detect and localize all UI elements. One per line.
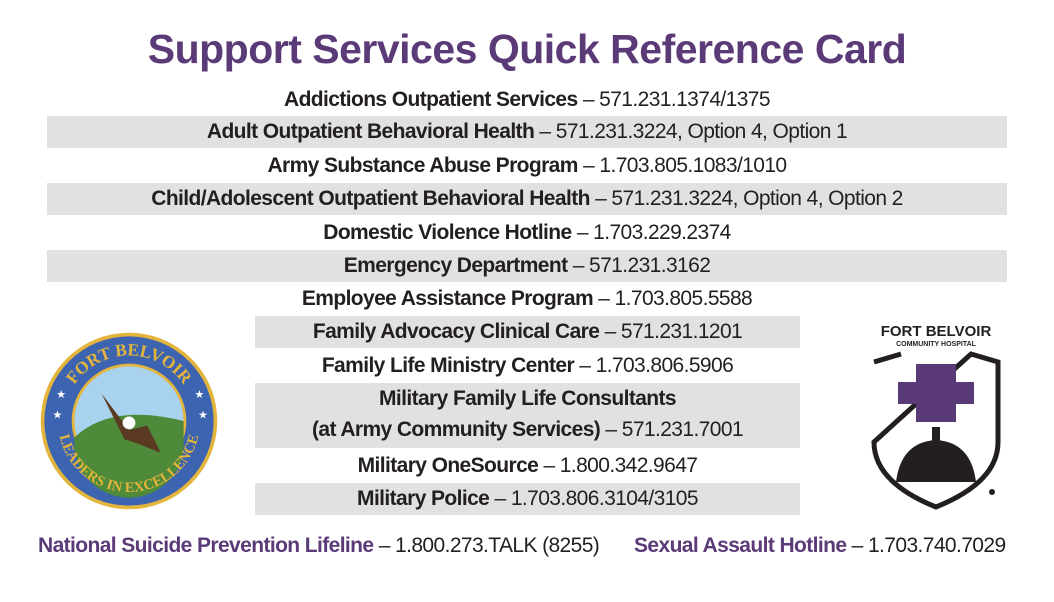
list-item: Emergency Department – 571.231.3162 bbox=[47, 250, 1007, 282]
service-name: Adult Outpatient Behavioral Health bbox=[206, 120, 535, 143]
list-item: Family Life Ministry Center – 1.703.806.… bbox=[255, 350, 800, 382]
list-item: Domestic Violence Hotline – 1.703.229.23… bbox=[47, 217, 1007, 249]
service-name: Army Substance Abuse Program bbox=[267, 154, 578, 177]
page-title: Support Services Quick Reference Card bbox=[147, 26, 907, 72]
service-phone: – 1.703.740.7029 bbox=[846, 534, 1006, 557]
service-name: Military Family Life Consultants bbox=[378, 387, 677, 410]
service-name: National Suicide Prevention Lifeline bbox=[38, 534, 374, 557]
fort-belvoir-community-hospital-logo: FORT BELVOIR COMMUNITY HOSPITAL bbox=[871, 323, 1001, 510]
service-phone: – 571.231.3224, Option 4, Option 1 bbox=[534, 120, 848, 143]
service-name: Military Police bbox=[357, 487, 490, 510]
service-phone: – 1.703.806.5906 bbox=[574, 354, 734, 377]
service-name: Sexual Assault Hotline bbox=[634, 534, 847, 557]
list-item: Employee Assistance Program – 1.703.805.… bbox=[47, 283, 1007, 315]
list-item: Army Substance Abuse Program – 1.703.805… bbox=[47, 150, 1007, 182]
svg-text:★: ★ bbox=[195, 389, 205, 401]
service-phone: – 571.231.3162 bbox=[567, 254, 711, 277]
service-name: Family Life Ministry Center bbox=[321, 354, 575, 377]
service-name: Child/Adolescent Outpatient Behavioral H… bbox=[151, 187, 590, 210]
list-item: Addictions Outpatient Services – 571.231… bbox=[47, 84, 1007, 116]
service-phone: – 1.703.229.2374 bbox=[571, 221, 731, 244]
list-item: Military OneSource – 1.800.342.9647 bbox=[255, 450, 800, 482]
service-name: Military OneSource bbox=[357, 454, 539, 477]
list-item: Child/Adolescent Outpatient Behavioral H… bbox=[47, 183, 1007, 215]
bottom-item: National Suicide Prevention Lifeline – 1… bbox=[38, 534, 600, 558]
list-item: Family Advocacy Clinical Care – 571.231.… bbox=[255, 316, 800, 348]
service-name-line2: (at Army Community Services) bbox=[312, 418, 601, 441]
service-phone: – 571.231.1201 bbox=[599, 320, 743, 343]
svg-text:★: ★ bbox=[198, 409, 208, 421]
list-item: Military Police – 1.703.806.3104/3105 bbox=[255, 483, 800, 515]
list-item: Military Family Life Consultants (at Army… bbox=[255, 383, 800, 448]
fort-belvoir-seal-logo: FORT BELVOIR LEADERS IN EXCELLENCE ★ ★ ★ ★ bbox=[40, 332, 218, 510]
service-phone: – 1.703.805.1083/1010 bbox=[577, 154, 787, 177]
svg-text:★: ★ bbox=[56, 389, 66, 401]
service-phone: – 1.703.806.3104/3105 bbox=[489, 487, 699, 510]
service-phone: – 1.800.342.9647 bbox=[538, 454, 698, 477]
service-name: Domestic Violence Hotline bbox=[323, 221, 572, 244]
list-item: Adult Outpatient Behavioral Health – 571… bbox=[47, 116, 1007, 148]
service-phone: – 1.800.273.TALK (8255) bbox=[373, 534, 600, 557]
service-phone: – 571.231.7001 bbox=[600, 418, 743, 441]
bottom-item: Sexual Assault Hotline – 1.703.740.7029 bbox=[634, 534, 1006, 558]
svg-text:★: ★ bbox=[53, 409, 63, 421]
service-name: Family Advocacy Clinical Care bbox=[312, 320, 600, 343]
svg-text:COMMUNITY HOSPITAL: COMMUNITY HOSPITAL bbox=[896, 341, 977, 348]
service-phone: – 571.231.1374/1375 bbox=[577, 88, 771, 111]
service-name: Addictions Outpatient Services bbox=[284, 88, 578, 111]
service-name: Emergency Department bbox=[343, 254, 568, 277]
service-name: Employee Assistance Program bbox=[301, 287, 594, 310]
service-phone: – 1.703.805.5588 bbox=[593, 287, 753, 310]
service-phone: – 571.231.3224, Option 4, Option 2 bbox=[589, 187, 903, 210]
svg-text:FORT BELVOIR: FORT BELVOIR bbox=[881, 323, 992, 340]
